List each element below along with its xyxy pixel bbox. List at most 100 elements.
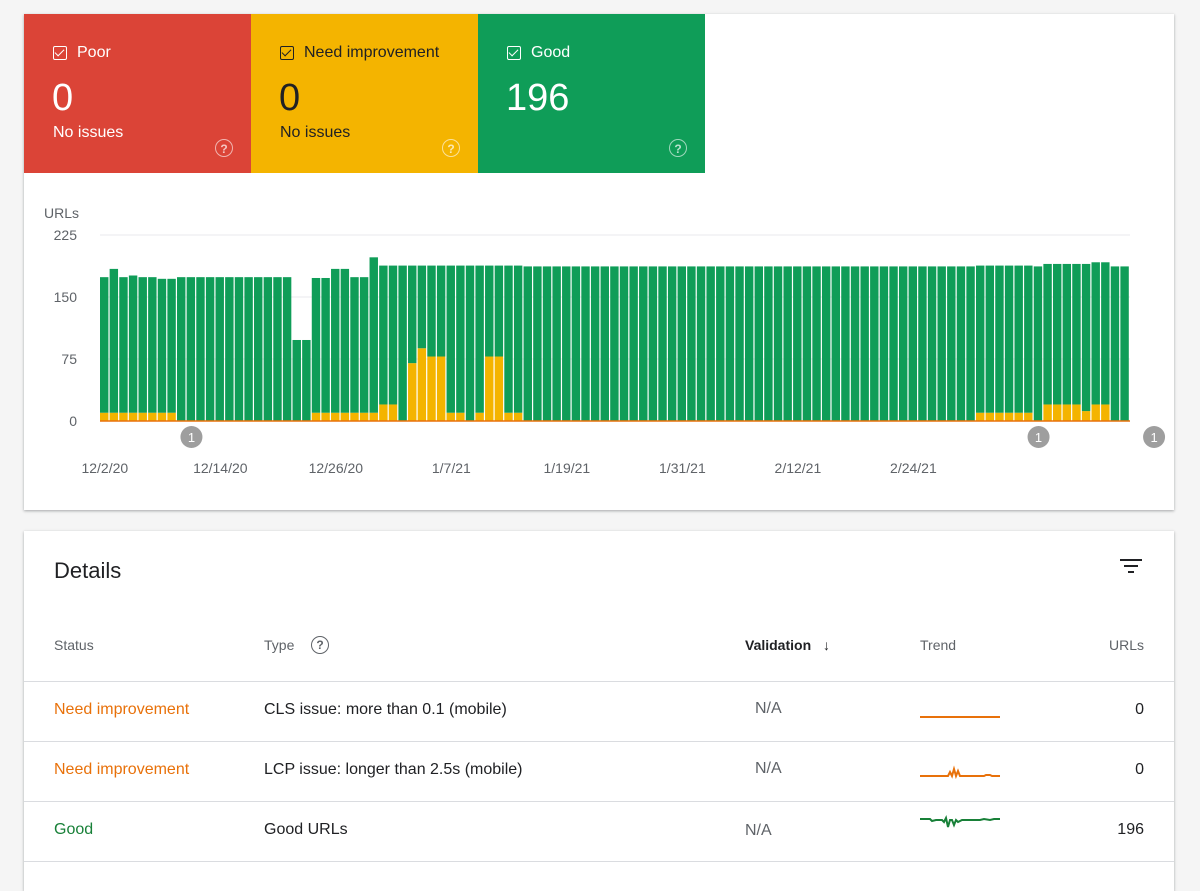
bar-good <box>254 277 263 421</box>
row-divider <box>24 861 1174 862</box>
bar-good <box>744 266 754 421</box>
x-tick-label: 1/7/21 <box>432 460 471 476</box>
tile-poor[interactable]: Poor 0 No issues ? <box>24 14 251 173</box>
tile-good-label: Good <box>531 44 571 61</box>
row-urls: 0 <box>1135 761 1144 778</box>
bar-good <box>947 266 956 421</box>
bar-good <box>581 266 590 421</box>
check-box-icon[interactable] <box>53 46 67 60</box>
check-box-icon[interactable] <box>507 46 521 60</box>
bar-good <box>167 278 176 413</box>
bar-good <box>128 275 138 413</box>
bar-need-improvement <box>109 412 119 421</box>
bar-good <box>629 266 638 421</box>
bar-good <box>1110 266 1120 421</box>
bar-good <box>725 266 735 421</box>
bar-good <box>908 266 918 421</box>
bar-good <box>321 277 330 413</box>
row-divider <box>24 801 1174 802</box>
row-type: LCP issue: longer than 2.5s (mobile) <box>264 761 523 778</box>
arrow-down-icon: ↓ <box>823 637 831 653</box>
bar-good <box>119 277 128 413</box>
row-status: Need improvement <box>54 701 190 718</box>
bar-good <box>504 265 513 413</box>
x-tick-label: 2/12/21 <box>775 460 822 476</box>
bar-good <box>225 277 234 421</box>
bar-good <box>1072 263 1081 405</box>
tile-good[interactable]: Good 196 ? <box>478 14 705 173</box>
bar-good <box>436 265 446 357</box>
bar-good <box>1062 263 1072 405</box>
header-status[interactable]: Status <box>54 637 94 653</box>
bar-need-improvement <box>456 412 465 421</box>
bar-good <box>937 266 946 421</box>
bar-good <box>369 257 378 413</box>
bar-need-improvement <box>148 412 157 421</box>
bar-good <box>870 266 879 421</box>
annotation-label: 1 <box>188 430 195 445</box>
bar-good <box>234 277 244 421</box>
bar-good <box>359 277 369 413</box>
header-validation-label: Validation <box>745 637 812 653</box>
bar-good <box>1033 266 1043 421</box>
bar-good <box>196 277 205 421</box>
bar-need-improvement <box>1014 412 1023 421</box>
header-urls[interactable]: URLs <box>1108 637 1144 653</box>
bar-good <box>398 265 407 421</box>
details-card: Details Status Type ? Validation ↓ Trend… <box>24 531 1174 891</box>
tile-need-improvement-count: 0 <box>279 77 301 119</box>
bar-good <box>292 339 301 421</box>
header-validation[interactable]: Validation ↓ <box>745 637 830 653</box>
bar-good <box>388 265 398 405</box>
bar-good <box>812 266 821 421</box>
row-divider <box>24 741 1174 742</box>
bar-good <box>331 268 340 413</box>
bar-need-improvement <box>1004 412 1014 421</box>
details-title: Details <box>54 558 122 583</box>
bar-need-improvement <box>388 404 398 421</box>
bar-good <box>542 266 552 421</box>
header-trend[interactable]: Trend <box>920 637 957 653</box>
bar-need-improvement <box>1081 411 1091 421</box>
bar-need-improvement <box>100 412 109 421</box>
bar-need-improvement <box>1024 412 1033 421</box>
bar-good <box>975 265 985 413</box>
bar-good <box>1120 266 1129 421</box>
bar-good <box>1014 265 1023 413</box>
row-validation: N/A <box>755 700 782 717</box>
bar-good <box>177 277 186 421</box>
y-axis-label: URLs <box>44 205 79 221</box>
bar-good <box>1081 263 1091 412</box>
header-type[interactable]: Type <box>264 637 294 653</box>
tile-good-header: Good <box>507 44 570 62</box>
filter-list-icon[interactable] <box>1120 556 1144 576</box>
check-box-icon[interactable] <box>280 46 294 60</box>
help-circle-icon[interactable]: ? <box>311 636 329 654</box>
bar-need-improvement <box>995 412 1004 421</box>
bar-good <box>427 265 436 357</box>
bar-need-improvement <box>417 348 427 421</box>
bar-need-improvement <box>1101 404 1110 421</box>
annotation-marker <box>1027 426 1050 448</box>
bar-need-improvement <box>311 412 321 421</box>
bar-good <box>860 266 869 421</box>
bar-need-improvement <box>1062 404 1072 421</box>
bar-good <box>706 266 715 421</box>
help-circle-icon[interactable]: ? <box>669 139 687 157</box>
bar-good <box>513 265 523 413</box>
tile-need-improvement[interactable]: Need improvement 0 No issues ? <box>251 14 478 173</box>
bar-need-improvement <box>157 412 167 421</box>
x-tick-label: 12/2/20 <box>81 460 128 476</box>
help-circle-icon[interactable]: ? <box>442 139 460 157</box>
bar-good <box>456 265 465 413</box>
bar-good <box>311 277 321 413</box>
bar-good <box>571 266 581 421</box>
bar-good <box>831 266 841 421</box>
bar-good <box>1091 262 1100 405</box>
help-circle-icon[interactable]: ? <box>215 139 233 157</box>
x-tick-label: 12/26/20 <box>309 460 364 476</box>
bar-need-improvement <box>504 412 513 421</box>
row-status: Need improvement <box>54 761 190 778</box>
bar-good <box>109 268 119 413</box>
bar-good <box>841 266 850 421</box>
